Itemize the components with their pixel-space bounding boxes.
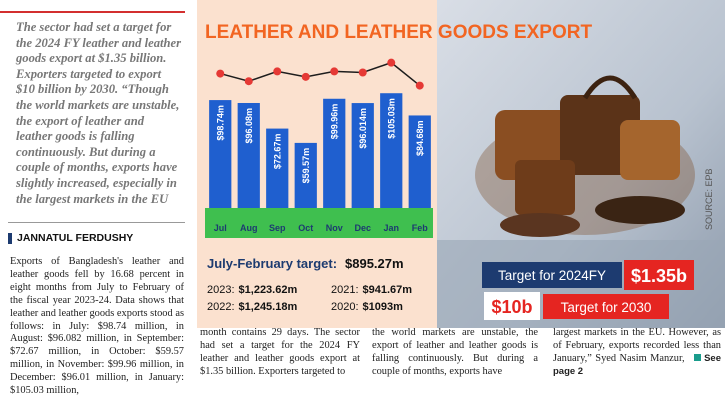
separator [8,222,185,223]
year-value: $1093m [363,301,404,313]
see-page[interactable]: See page 2 [553,353,721,377]
bar [323,98,346,208]
data-label: $84.68m [415,120,425,156]
line-point [330,67,339,76]
line-point [273,67,282,76]
line-point [244,77,253,86]
target-box [482,262,622,288]
top-rule [0,11,185,13]
see-page-label[interactable]: See page 2 [553,352,721,377]
bar [408,115,431,208]
year-value: $941.67m [363,284,413,296]
year-label: 2022: [207,301,235,313]
target-label: Target for 2030 [561,300,652,315]
data-label: $59.57m [301,148,311,184]
bar [294,142,317,208]
line-point [415,81,424,90]
line-point [216,69,225,78]
data-label: $96.014m [358,108,368,149]
bar [351,103,374,208]
line-point [358,68,367,77]
year-entry: 2023: $1,223.62m [207,284,297,296]
x-tick-label: Oct [298,223,313,233]
x-tick-label: Aug [240,223,258,233]
pull-quote: The sector had set a target for the 2024… [16,20,182,206]
x-tick-label: Jul [214,223,227,233]
summary-label: July-February target: [207,256,337,271]
byline: JANNATUL FERDUSHY [17,232,134,244]
year-entry: 2021: $941.67m [331,284,412,296]
x-tick-label: Dec [354,223,371,233]
source: SOURCE: EPB [704,168,714,230]
marker [694,353,702,361]
target-value: $1.35b [631,266,687,286]
year-entry: 2020: $1093m [331,301,403,313]
target-box [543,294,669,319]
bar [380,93,403,208]
data-label: $105.03m [386,98,396,139]
summary-value: $895.27m [345,256,404,271]
plot: Jul Aug Sep Oct Nov Dec Jan Feb $98.74m $96.08m $7… [209,58,431,233]
chart-title: LEATHER AND LEATHER GOODS EXPORT [205,22,592,43]
bar [237,102,260,208]
bar [209,100,232,208]
bar [266,128,289,208]
data-label: $99.96m [329,104,339,140]
x-tick-label: Sep [269,223,286,233]
column-text: Exports of Bangladesh's leather and leat… [10,256,184,397]
target-value: $10b [491,297,532,317]
infographic: LEATHER AND LEATHER GOODS EXPORT Jul Aug S… [197,0,725,328]
line [220,61,421,87]
category-strip [205,208,433,238]
year-label: 2023: [207,284,235,296]
data-label: $98.74m [215,105,225,141]
year-list: 2023: $1,223.62m 2021: $941.67m 2022: $1,245.… [207,284,412,313]
x-tick-label: Jan [383,223,399,233]
year-entry: 2022: $1,245.18m [207,301,297,313]
data-label: $72.67m [272,134,282,170]
x-tick-label: Nov [326,223,343,233]
byline-marker [8,233,12,244]
year-label: 2021: [331,284,359,296]
target-label: Target for 2024FY [498,268,606,283]
data-label: $96.08m [244,108,254,144]
line-point [301,72,310,81]
year-value: $1,245.18m [239,301,298,313]
year-value: $1,223.62m [239,284,298,296]
x-tick-label: Feb [412,223,429,233]
target-box [624,260,694,290]
year-label: 2020: [331,301,359,313]
target-box [484,292,540,320]
line-point [387,58,396,67]
